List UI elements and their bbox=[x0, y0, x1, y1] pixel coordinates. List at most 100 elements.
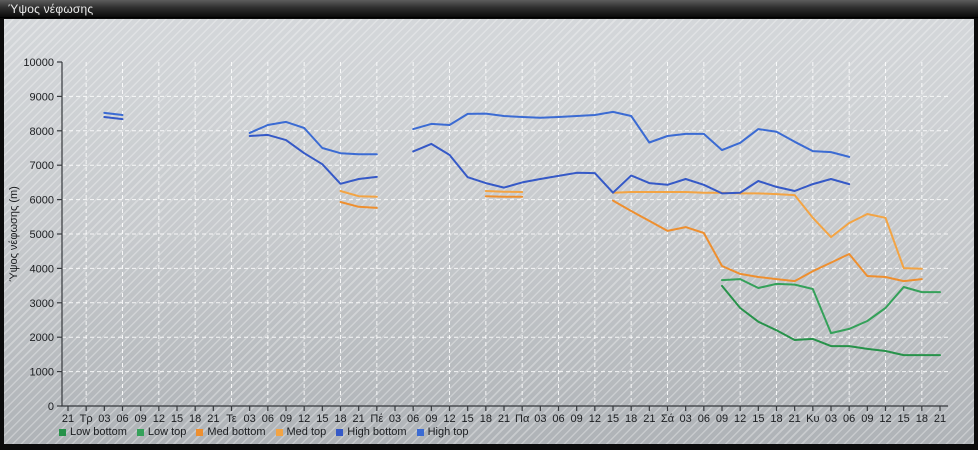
x-tick-label: 03 bbox=[534, 413, 546, 425]
y-tick-label: 0 bbox=[48, 401, 54, 413]
x-tick-label: 09 bbox=[716, 413, 728, 425]
x-tick-label: 09 bbox=[280, 413, 292, 425]
series-med-top bbox=[612, 191, 923, 270]
x-tick-label: 15 bbox=[462, 413, 474, 425]
x-tick-label: 12 bbox=[298, 413, 310, 425]
x-tick-label: 15 bbox=[898, 413, 910, 425]
x-tick-label: Πα bbox=[515, 413, 530, 425]
x-tick-label: 06 bbox=[407, 413, 419, 425]
x-tick-label: 09 bbox=[135, 413, 147, 425]
x-tick-label: 06 bbox=[116, 413, 128, 425]
x-tick-label: 21 bbox=[789, 413, 801, 425]
series-high-top bbox=[248, 120, 378, 156]
series-med-bottom bbox=[612, 199, 923, 283]
legend-item-low-top: Low top bbox=[136, 426, 187, 438]
legend-label: Low bottom bbox=[70, 426, 127, 438]
y-tick-label: 3000 bbox=[30, 298, 54, 310]
med-bottom-swatch-icon bbox=[196, 428, 204, 436]
y-tick-label: 8000 bbox=[30, 126, 54, 138]
x-tick-label: 18 bbox=[480, 413, 492, 425]
series-high-top bbox=[103, 111, 124, 116]
series-med-top bbox=[484, 190, 524, 193]
series-med-top bbox=[339, 190, 378, 198]
x-tick-label: 18 bbox=[625, 413, 637, 425]
axes bbox=[57, 61, 948, 411]
series-med-bottom bbox=[484, 195, 524, 198]
cloud-height-chart: 0 1000 2000 3000 4000 5000 6000 7000 8000 9000 100… bbox=[4, 19, 974, 444]
x-tick-label: Τρ bbox=[80, 413, 93, 425]
high-bottom-swatch-icon bbox=[336, 428, 344, 436]
y-tick-label: 9000 bbox=[30, 91, 54, 103]
x-tick-label: 12 bbox=[443, 413, 455, 425]
plot-svg: 0 1000 2000 3000 4000 5000 6000 7000 8000 9000 100… bbox=[8, 57, 948, 425]
x-tick-label: 21 bbox=[62, 413, 74, 425]
x-tick-label: 12 bbox=[734, 413, 746, 425]
legend-label: High bottom bbox=[347, 426, 407, 438]
series-lines bbox=[103, 110, 941, 357]
x-tick-label: 09 bbox=[861, 413, 873, 425]
x-tick-label: 06 bbox=[698, 413, 710, 425]
legend: Low bottom Low top Med bottom Med top High b… bbox=[59, 426, 469, 438]
x-tick-label: 15 bbox=[607, 413, 619, 425]
series-high-top bbox=[412, 110, 851, 158]
x-tick-label: 21 bbox=[498, 413, 510, 425]
x-tick-label: 15 bbox=[316, 413, 328, 425]
y-axis-tick-labels: 0 1000 2000 3000 4000 5000 6000 7000 8000 9000 100… bbox=[23, 57, 54, 413]
x-tick-label: 15 bbox=[171, 413, 183, 425]
x-tick-label: 03 bbox=[244, 413, 256, 425]
x-tick-label: 21 bbox=[207, 413, 219, 425]
series-low-top bbox=[721, 278, 941, 335]
x-tick-label: 21 bbox=[643, 413, 655, 425]
legend-item-med-bottom: Med bottom bbox=[196, 426, 266, 438]
x-tick-label: 09 bbox=[571, 413, 583, 425]
legend-item-med-top: Med top bbox=[275, 426, 327, 438]
x-tick-label: 06 bbox=[843, 413, 855, 425]
low-bottom-swatch-icon bbox=[59, 428, 66, 436]
series-high-bottom bbox=[412, 142, 851, 195]
x-tick-label: 03 bbox=[389, 413, 401, 425]
x-tick-label: 12 bbox=[589, 413, 601, 425]
y-tick-label: 7000 bbox=[30, 160, 54, 172]
x-tick-label: Πέ bbox=[370, 413, 383, 425]
y-tick-label: 6000 bbox=[30, 195, 54, 207]
legend-label: Med top bbox=[286, 426, 327, 438]
x-tick-label: 18 bbox=[770, 413, 782, 425]
y-axis-title: Ύψος νέφωσης (m) bbox=[8, 186, 20, 282]
series-high-bottom bbox=[248, 133, 378, 185]
series-high-bottom bbox=[103, 116, 124, 121]
x-tick-label: 12 bbox=[153, 413, 165, 425]
y-tick-label: 10000 bbox=[23, 57, 54, 69]
x-tick-label: 21 bbox=[353, 413, 365, 425]
x-tick-label: 15 bbox=[752, 413, 764, 425]
high-top-swatch-icon bbox=[416, 428, 424, 436]
y-tick-label: 2000 bbox=[30, 332, 54, 344]
x-tick-label: 21 bbox=[934, 413, 946, 425]
x-tick-label: Κυ bbox=[806, 413, 819, 425]
legend-label: High top bbox=[427, 426, 469, 438]
x-tick-label: 12 bbox=[879, 413, 891, 425]
med-top-swatch-icon bbox=[275, 428, 283, 436]
legend-label: Med bottom bbox=[207, 426, 266, 438]
x-tick-label: 18 bbox=[189, 413, 201, 425]
x-tick-label: 06 bbox=[262, 413, 274, 425]
x-tick-label: Σά bbox=[661, 413, 675, 425]
x-axis-tick-labels: 21 Τρ 03 06 09 12 15 18 21 Τε 03 06 09 12 15 18 21 Πέ 03 06… bbox=[62, 413, 946, 425]
gridlines bbox=[62, 62, 948, 406]
x-tick-label: 18 bbox=[916, 413, 928, 425]
x-tick-label: 03 bbox=[825, 413, 837, 425]
legend-item-high-bottom: High bottom bbox=[336, 426, 407, 438]
y-tick-label: 5000 bbox=[30, 229, 54, 241]
x-tick-label: 18 bbox=[334, 413, 346, 425]
series-low-bottom bbox=[721, 284, 941, 357]
legend-label: Low top bbox=[147, 426, 187, 438]
x-tick-label: 09 bbox=[425, 413, 437, 425]
series-med-bottom bbox=[339, 201, 378, 209]
y-tick-label: 4000 bbox=[30, 263, 54, 275]
window-title: Ύψος νέφωσης bbox=[8, 2, 94, 16]
legend-item-high-top: High top bbox=[416, 426, 469, 438]
x-tick-label: Τε bbox=[226, 413, 237, 425]
y-tick-label: 1000 bbox=[30, 367, 54, 379]
low-top-swatch-icon bbox=[136, 428, 144, 436]
x-tick-label: 06 bbox=[552, 413, 564, 425]
legend-item-low-bottom: Low bottom bbox=[59, 426, 127, 438]
